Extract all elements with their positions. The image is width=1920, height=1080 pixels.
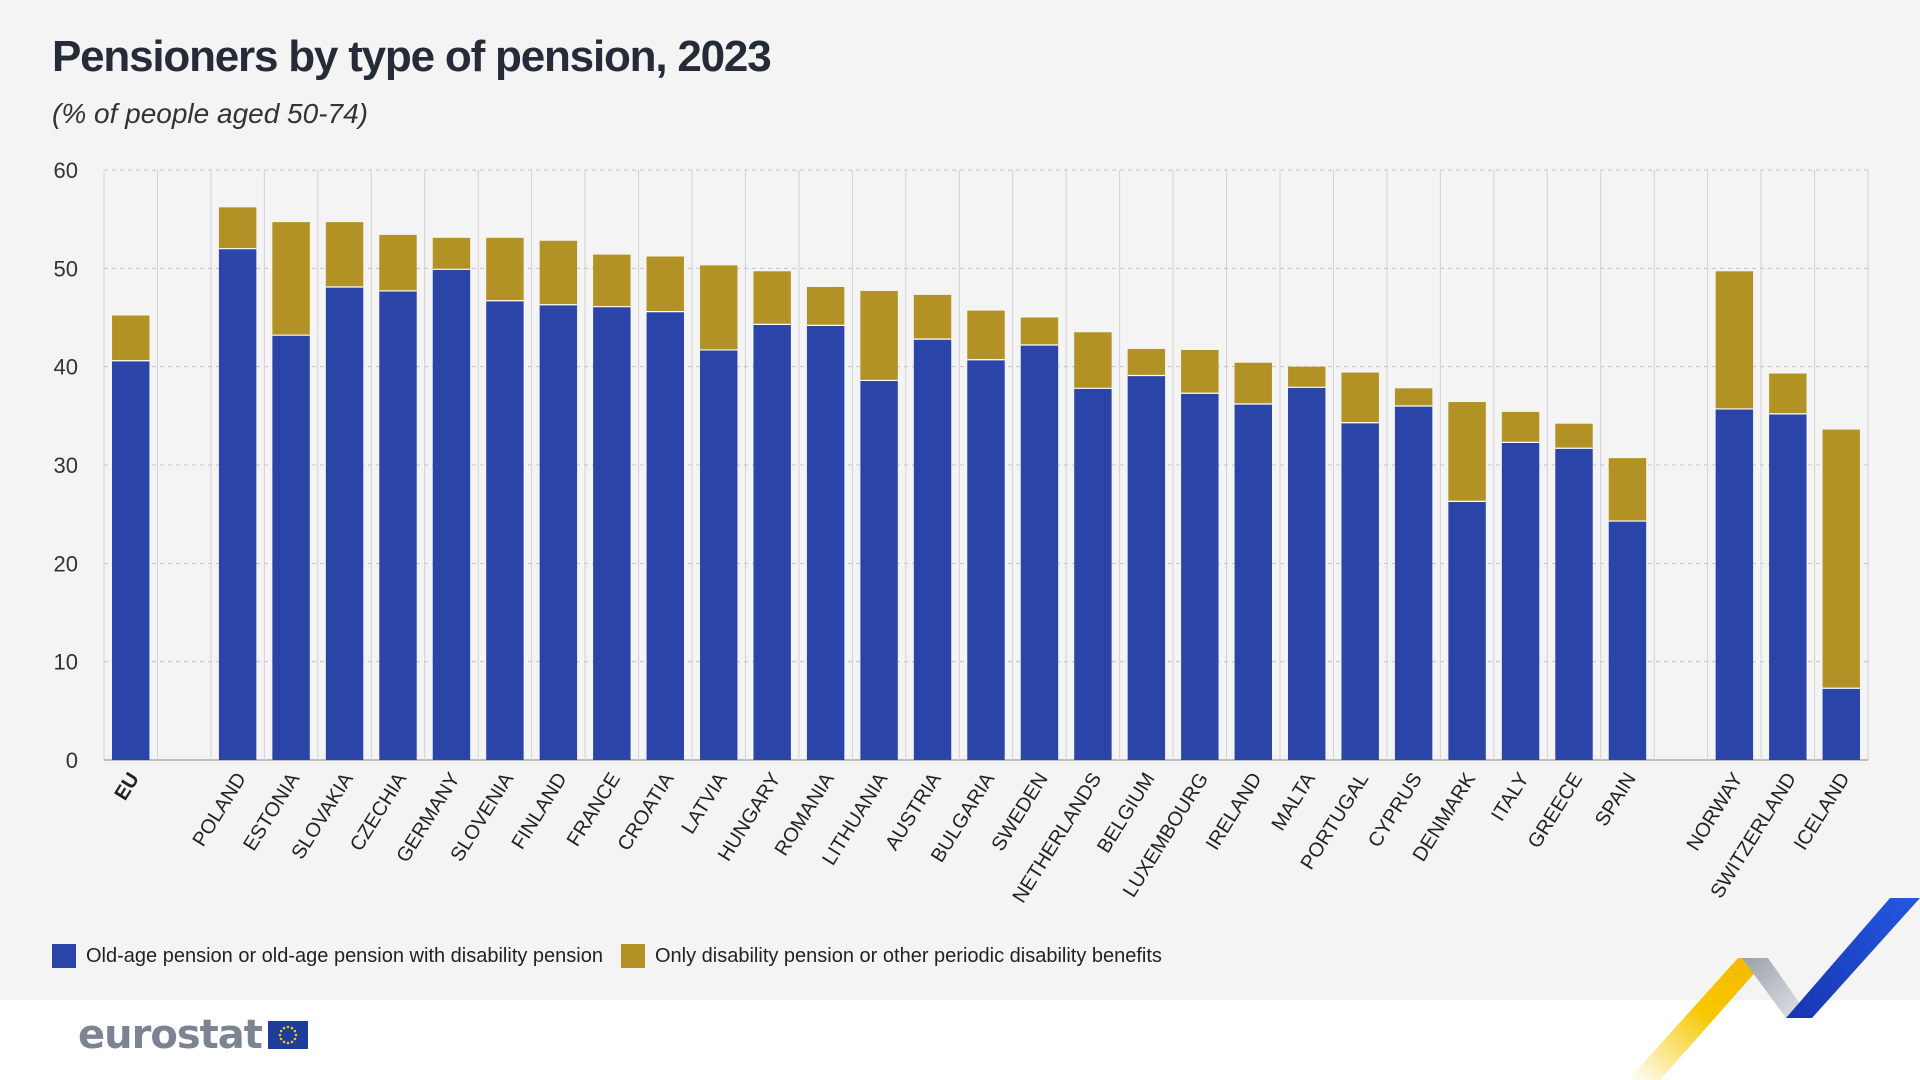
logo-text: eurostat (78, 1012, 263, 1058)
bar-france-series-2 (593, 254, 631, 307)
bar-ireland-series-1 (1234, 404, 1272, 760)
bar-iceland-series-2 (1822, 429, 1860, 689)
bar-netherlands-series-2 (1074, 332, 1112, 389)
bar-poland-series-2 (218, 207, 257, 249)
x-tick-label-malta: MALTA (1268, 768, 1321, 834)
x-tick-label-latvia: LATVIA (678, 768, 733, 837)
bar-latvia-series-1 (700, 349, 738, 760)
bar-slovakia-series-1 (325, 287, 364, 760)
bar-france-series-1 (593, 306, 631, 760)
y-tick-label: 40 (54, 355, 78, 380)
legend-label-old-age: Old-age pension or old-age pension with … (86, 944, 603, 967)
bar-switzerland-series-2 (1769, 373, 1807, 414)
x-tick-label-spain: SPAIN (1591, 769, 1641, 830)
y-axis-ticks: 0 10 20 30 40 50 60 (54, 158, 78, 773)
eurostat-logo: eurostat (78, 1012, 308, 1058)
bar-lithuania-series-2 (860, 290, 898, 381)
bar-slovenia-series-1 (486, 300, 524, 760)
bar-czechia-series-1 (379, 290, 417, 760)
bar-bulgaria-series-2 (967, 310, 1005, 360)
bar-portugal-series-2 (1341, 372, 1379, 423)
bar-latvia-series-2 (700, 265, 738, 350)
y-tick-label: 0 (66, 748, 78, 773)
legend-item-disability: Only disability pension or other periodi… (621, 944, 1162, 968)
bar-eu-series-2 (112, 315, 150, 361)
x-tick-label-greece: GREECE (1524, 769, 1587, 852)
legend-swatch-old-age (52, 944, 76, 968)
bar-spain-series-2 (1608, 458, 1647, 522)
footer (0, 1000, 1920, 1080)
bar-switzerland-series-1 (1769, 413, 1807, 760)
bars (112, 207, 1860, 760)
bar-poland-series-1 (218, 248, 257, 760)
y-tick-label: 50 (54, 256, 78, 281)
bar-estonia-series-1 (272, 335, 310, 760)
chart-title: Pensioners by type of pension, 2023 (52, 32, 772, 81)
y-tick-label: 60 (54, 158, 78, 183)
bar-luxembourg-series-2 (1181, 349, 1219, 394)
bar-hungary-series-1 (753, 324, 791, 760)
bar-norway-series-1 (1715, 408, 1754, 760)
bar-norway-series-2 (1715, 271, 1754, 409)
bar-estonia-series-2 (272, 222, 310, 336)
bar-czechia-series-2 (379, 234, 417, 291)
bar-germany-series-1 (432, 269, 471, 760)
y-tick-label: 20 (54, 551, 78, 576)
bar-croatia-series-1 (646, 311, 684, 760)
bar-iceland-series-1 (1822, 688, 1860, 760)
bar-germany-series-2 (432, 237, 471, 270)
legend-swatch-disability (621, 944, 645, 968)
bar-portugal-series-1 (1341, 422, 1379, 760)
bar-greece-series-2 (1555, 423, 1593, 449)
bar-italy-series-2 (1501, 411, 1540, 443)
bar-austria-series-1 (913, 339, 952, 760)
bar-malta-series-2 (1288, 366, 1326, 388)
bar-denmark-series-2 (1448, 402, 1486, 502)
x-tick-label-italy: ITALY (1487, 769, 1534, 825)
bar-greece-series-1 (1555, 448, 1593, 760)
bar-belgium-series-2 (1127, 348, 1166, 376)
bar-slovakia-series-2 (325, 222, 364, 288)
bar-romania-series-2 (806, 287, 845, 326)
bar-finland-series-2 (539, 240, 578, 305)
bar-malta-series-1 (1288, 387, 1326, 760)
bar-slovenia-series-2 (486, 237, 524, 301)
bar-croatia-series-2 (646, 256, 684, 312)
legend-label-disability: Only disability pension or other periodi… (655, 944, 1162, 967)
grid-lines (103, 169, 1869, 761)
eu-flag-icon (267, 1021, 308, 1049)
legend: Old-age pension or old-age pension with … (52, 944, 1180, 968)
bar-spain-series-1 (1608, 521, 1647, 760)
chart-panel: Pensioners by type of pension, 2023 (% o… (52, 32, 1869, 968)
bar-austria-series-2 (913, 294, 952, 340)
bar-denmark-series-1 (1448, 501, 1486, 760)
bar-eu-series-1 (112, 360, 150, 760)
bar-chart: 0 10 20 30 40 50 60 EU POLANDESTONIASLOVAKIACZE… (54, 158, 1869, 907)
bar-bulgaria-series-1 (967, 359, 1005, 760)
bar-belgium-series-1 (1127, 375, 1166, 760)
legend-item-old-age: Old-age pension or old-age pension with … (52, 944, 603, 968)
bar-cyprus-series-2 (1394, 388, 1433, 406)
bar-sweden-series-2 (1020, 317, 1059, 346)
chart-subtitle: (% of people aged 50-74) (52, 98, 368, 129)
bar-italy-series-1 (1501, 442, 1540, 760)
bar-ireland-series-2 (1234, 362, 1272, 405)
bar-finland-series-1 (539, 304, 578, 760)
bar-romania-series-1 (806, 325, 845, 760)
x-tick-label-eu: EU (111, 769, 144, 804)
bar-cyprus-series-1 (1394, 406, 1433, 760)
bar-luxembourg-series-1 (1181, 393, 1219, 760)
y-tick-label: 30 (54, 453, 78, 478)
bar-lithuania-series-1 (860, 380, 898, 760)
bar-sweden-series-1 (1020, 345, 1059, 760)
y-tick-label: 10 (54, 650, 78, 675)
bar-hungary-series-2 (753, 271, 791, 325)
bar-netherlands-series-1 (1074, 388, 1112, 760)
x-axis-labels: EU POLANDESTONIASLOVAKIACZECHIAGERMANYSLO… (111, 768, 1855, 907)
